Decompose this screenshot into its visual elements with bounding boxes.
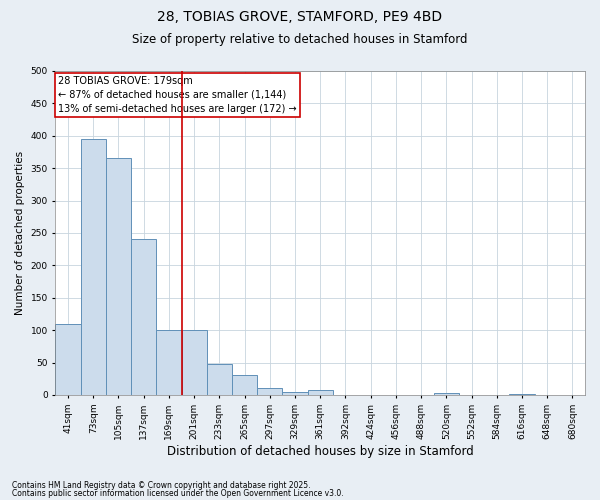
Y-axis label: Number of detached properties: Number of detached properties <box>15 151 25 315</box>
Text: Size of property relative to detached houses in Stamford: Size of property relative to detached ho… <box>132 32 468 46</box>
Bar <box>106 158 131 395</box>
X-axis label: Distribution of detached houses by size in Stamford: Distribution of detached houses by size … <box>167 444 473 458</box>
Bar <box>509 394 535 395</box>
Bar <box>182 330 207 395</box>
Bar <box>131 240 157 395</box>
Bar <box>232 376 257 395</box>
Bar <box>257 388 283 395</box>
Text: Contains HM Land Registry data © Crown copyright and database right 2025.: Contains HM Land Registry data © Crown c… <box>12 480 311 490</box>
Bar <box>55 324 80 395</box>
Text: Contains public sector information licensed under the Open Government Licence v3: Contains public sector information licen… <box>12 489 344 498</box>
Text: 28, TOBIAS GROVE, STAMFORD, PE9 4BD: 28, TOBIAS GROVE, STAMFORD, PE9 4BD <box>157 10 443 24</box>
Text: 28 TOBIAS GROVE: 179sqm
← 87% of detached houses are smaller (1,144)
13% of semi: 28 TOBIAS GROVE: 179sqm ← 87% of detache… <box>58 76 297 114</box>
Bar <box>434 393 459 395</box>
Bar <box>80 139 106 395</box>
Bar <box>207 364 232 395</box>
Bar <box>283 392 308 395</box>
Bar <box>157 330 182 395</box>
Bar <box>308 390 333 395</box>
